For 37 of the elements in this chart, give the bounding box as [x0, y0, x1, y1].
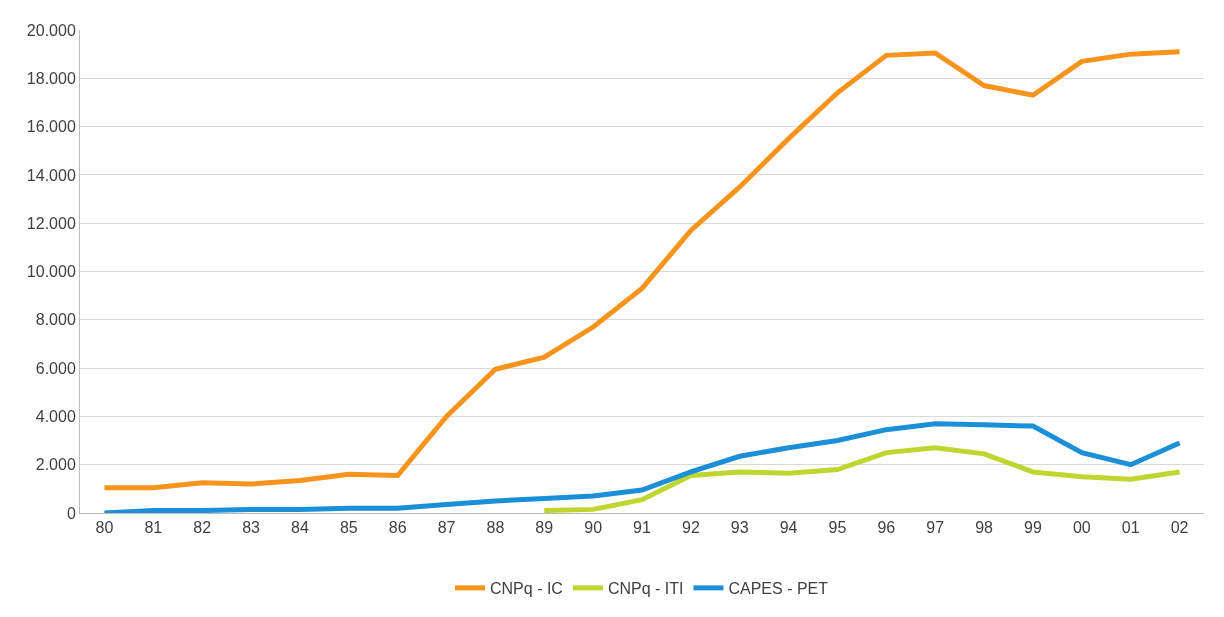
x-tick-label: 87	[437, 519, 456, 537]
legend-label: CNPq - IC	[490, 580, 563, 598]
x-tick-label: 84	[291, 519, 309, 537]
x-tick-label: 01	[1121, 519, 1140, 537]
x-tick-label: 00	[1072, 519, 1091, 537]
x-tick-label: 99	[1024, 519, 1042, 537]
x-tick-label: 86	[388, 519, 407, 537]
y-tick-label: 2.000	[35, 456, 76, 474]
y-tick-label: 4.000	[35, 408, 76, 425]
y-tick-label: 0	[66, 504, 76, 522]
x-tick-label: 96	[877, 519, 896, 537]
x-tick-label: 80	[95, 519, 114, 537]
x-tick-label: 82	[193, 519, 212, 537]
x-tick-label: 81	[144, 519, 163, 537]
x-tick-label: 83	[242, 519, 261, 537]
x-tick-label: 95	[828, 519, 847, 537]
y-tick-label: 8.000	[35, 311, 76, 329]
x-tick-label: 93	[730, 519, 749, 537]
x-tick-label: 98	[975, 519, 994, 537]
x-tick-label: 97	[926, 519, 945, 537]
y-tick-label: 20.000	[26, 21, 76, 39]
y-tick-label: 18.000	[26, 69, 76, 87]
x-tick-label: 92	[681, 519, 700, 537]
x-tick-label: 02	[1170, 519, 1189, 537]
y-tick-label: 16.000	[26, 118, 76, 136]
y-tick-label: 6.000	[35, 359, 76, 377]
x-tick-label: 90	[584, 519, 603, 537]
x-tick-label: 88	[486, 519, 505, 537]
x-tick-label: 94	[779, 519, 798, 537]
y-tick-label: 14.000	[26, 166, 76, 184]
x-tick-label: 89	[535, 519, 554, 537]
legend-label: CAPES - PET	[728, 580, 829, 598]
y-tick-label: 10.000	[26, 263, 76, 281]
y-tick-label: 12.000	[26, 214, 76, 232]
x-tick-label: 85	[339, 519, 358, 537]
legend-label: CNPq - ITI	[607, 580, 684, 598]
x-tick-label: 91	[633, 519, 651, 537]
